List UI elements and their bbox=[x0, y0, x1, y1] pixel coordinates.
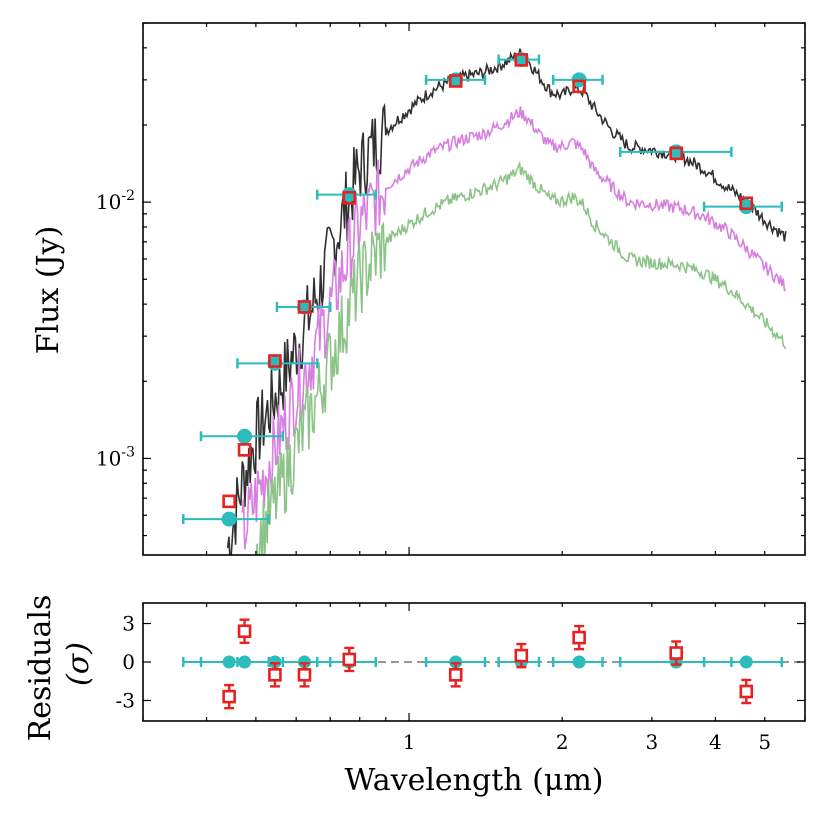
residuals-panel-ticks: 3 0 -3 1 2 3 4 5 bbox=[116, 603, 806, 754]
synthetic-point bbox=[342, 190, 357, 205]
observed-point bbox=[738, 199, 754, 215]
x-tick-label: 4 bbox=[709, 730, 722, 754]
synthetic-point bbox=[669, 146, 684, 161]
residual-observed-point bbox=[297, 655, 311, 669]
residual-observed-point bbox=[449, 655, 463, 669]
residual-point bbox=[448, 668, 463, 682]
synthetic-point bbox=[448, 74, 463, 88]
flux-panel-ticks: 10-3 10-2 bbox=[96, 22, 806, 555]
synthetic-point bbox=[268, 354, 282, 368]
y-tick-label: 10-2 bbox=[96, 188, 135, 214]
synthetic-point bbox=[572, 79, 586, 94]
series-line-model-black bbox=[226, 48, 787, 555]
observed-point bbox=[513, 52, 529, 68]
y-tick-label: 10-3 bbox=[96, 444, 135, 470]
residual-point bbox=[237, 624, 252, 639]
residual-point bbox=[669, 646, 684, 660]
observed-point bbox=[221, 511, 237, 527]
series-line-model-violet bbox=[241, 106, 787, 550]
series-line-model-green bbox=[255, 160, 787, 555]
synthetic-point bbox=[222, 494, 236, 509]
residuals-axis-unit: (σ) bbox=[61, 642, 96, 686]
observed-point bbox=[341, 187, 357, 203]
synthetic-point bbox=[739, 196, 754, 211]
flux-panel-frame bbox=[142, 22, 806, 556]
synthetic-point bbox=[237, 443, 252, 457]
wavelength-axis-label: Wavelength (μm) bbox=[345, 763, 604, 798]
y-tick-label-exponent: -2 bbox=[121, 188, 135, 204]
observed-point bbox=[296, 299, 312, 315]
residuals-panel: 3 0 -3 1 2 3 4 5 Residuals (σ) Wavelength (μm) bbox=[23, 595, 806, 798]
x-tick-label: 3 bbox=[645, 730, 658, 754]
x-tick-label: 5 bbox=[758, 730, 771, 754]
residual-point bbox=[268, 668, 282, 682]
residual-observed-point bbox=[739, 655, 753, 669]
residual-y-tick-label: -3 bbox=[116, 688, 135, 712]
residual-point bbox=[514, 648, 529, 663]
synthetic-point bbox=[297, 300, 312, 314]
y-tick-label-exponent: -3 bbox=[121, 444, 135, 460]
residual-point bbox=[222, 689, 236, 704]
residual-point bbox=[297, 668, 312, 682]
flux-panel: 10-3 10-2 Flux (Jy) bbox=[31, 22, 806, 556]
flux-axis-label: Flux (Jy) bbox=[31, 226, 66, 355]
synthetic-point bbox=[514, 53, 529, 67]
residual-point bbox=[572, 630, 586, 645]
residual-y-tick-label: 0 bbox=[122, 650, 135, 674]
x-tick-label: 1 bbox=[403, 730, 416, 754]
residual-observed-point bbox=[572, 655, 586, 669]
observed-point bbox=[237, 428, 253, 444]
residual-point bbox=[342, 652, 357, 667]
residuals-axis-label: Residuals bbox=[23, 595, 58, 742]
x-tick-label: 2 bbox=[556, 730, 569, 754]
residual-point bbox=[739, 684, 754, 699]
residual-y-tick-label: 3 bbox=[122, 612, 135, 636]
